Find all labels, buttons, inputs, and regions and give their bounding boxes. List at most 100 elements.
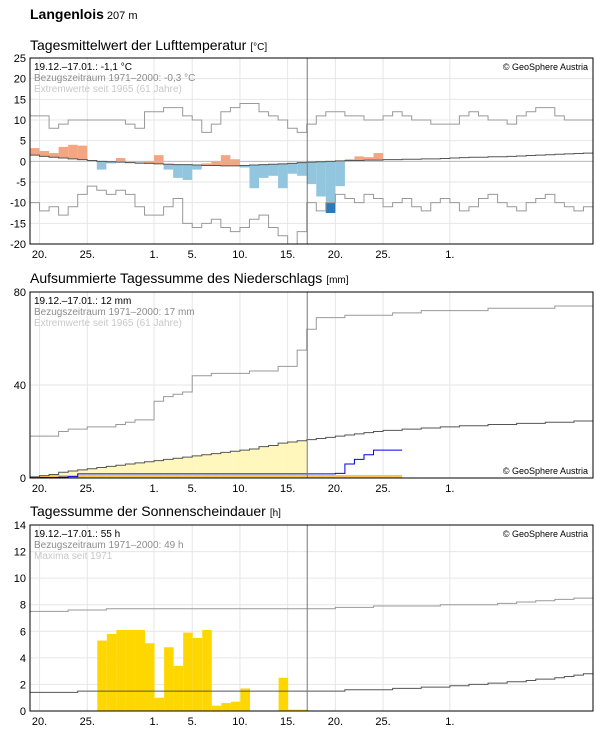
temperature-anomaly-bar (344, 159, 355, 161)
x-tick-label: 10. (232, 249, 247, 261)
x-tick-label: 20. (328, 249, 343, 261)
chart-panel-1: Tagesmittelwert der Lufttemperatur [°C] 25… (10, 37, 594, 261)
precip-deficit-bar (58, 475, 69, 478)
x-tick-label: 15. (280, 716, 295, 728)
temperature-anomaly-bar (201, 163, 212, 166)
temperature-anomaly-bar (297, 162, 307, 176)
precip-deficit-bar (297, 475, 307, 478)
summary-text: 19.12.–17.01.: -1,1 °C (34, 62, 132, 73)
precip-deficit-bar (87, 475, 97, 478)
x-tick-label: 20. (32, 249, 47, 261)
precip-deficit-bar (383, 475, 393, 478)
y-tick-label: 12 (14, 547, 26, 559)
x-tick-label: 1. (445, 483, 454, 495)
y-tick-label: 6 (20, 626, 26, 638)
precip-climate-area (259, 446, 269, 478)
x-tick-label: 25. (375, 249, 390, 261)
precip-climate-area (230, 451, 240, 478)
chart-title: Tagessumme der Sonnenscheindauer [h] (30, 503, 281, 519)
precip-max-line (30, 305, 593, 437)
sunshine-bar (135, 629, 146, 711)
sunshine-bar (106, 633, 117, 711)
precip-climate-area (201, 454, 212, 478)
temperature-anomaly-bar (306, 162, 317, 185)
sunshine-bar (183, 632, 193, 711)
sunshine-bar (164, 647, 174, 711)
temperature-anomaly-bar (144, 161, 155, 164)
temperature-anomaly-bar (49, 153, 59, 158)
sunshine-bar (173, 665, 184, 711)
x-tick-label: 15. (280, 483, 295, 495)
sunshine-bar (116, 629, 126, 711)
temperature-anomaly-bar (220, 155, 231, 166)
y-tick-label: 10 (14, 573, 26, 585)
x-tick-label: 5. (188, 716, 197, 728)
temperature-extreme-bar (325, 202, 336, 213)
precip-climate-area (220, 452, 231, 478)
precip-climate-area (144, 461, 155, 478)
sunshine-bar (154, 697, 165, 711)
precip-deficit-bar (249, 475, 260, 478)
precip-deficit-bar (211, 475, 221, 478)
y-tick-label: 10 (14, 115, 26, 127)
precip-deficit-bar (154, 475, 164, 478)
y-tick-label: -10 (10, 198, 26, 210)
x-tick-label: 20. (32, 716, 47, 728)
precip-climate-area (278, 443, 288, 478)
extremes-text: Maxima seit 1971 (34, 551, 113, 562)
plot-frame (29, 57, 594, 245)
sunshine-max-line (30, 597, 593, 612)
temperature-mean-line (30, 152, 593, 167)
y-tick-label: 0 (20, 706, 26, 718)
sunshine-bar (97, 640, 107, 711)
temperature-anomaly-bar (115, 158, 126, 163)
x-tick-label: 25. (80, 249, 95, 261)
y-tick-label: -5 (16, 177, 26, 189)
precip-deficit-bar (134, 475, 145, 478)
temperature-anomaly-bar (96, 161, 107, 170)
precip-deficit-bar (96, 475, 107, 478)
y-tick-label: 8 (20, 600, 26, 612)
chart-unit: [mm] (326, 275, 348, 286)
sunshine-bar (288, 709, 298, 711)
precip-deficit-bar (335, 475, 345, 478)
x-tick-label: 5. (188, 483, 197, 495)
x-tick-label: 1. (445, 249, 454, 261)
y-tick-label: 15 (14, 94, 26, 106)
sunshine-bar (145, 643, 155, 711)
chart-panel-2: Aufsummierte Tagessumme des Niederschlag… (14, 270, 594, 495)
temperature-anomaly-bar (211, 161, 221, 166)
temperature-anomaly-bar (316, 161, 326, 197)
x-tick-label: 25. (80, 716, 95, 728)
temperature-anomaly-bar (163, 164, 174, 170)
precip-deficit-bar (49, 475, 59, 478)
precip-observed-line (30, 449, 403, 479)
x-tick-label: 10. (232, 716, 247, 728)
sunshine-bar (125, 629, 136, 711)
credit-text: © GeoSphere Austria (503, 62, 588, 72)
temperature-anomaly-bar (77, 145, 88, 160)
temperature-anomaly-bar (125, 161, 135, 163)
sunshine-bar (230, 701, 241, 711)
precip-deficit-bar (115, 475, 126, 478)
precip-deficit-bar (239, 475, 250, 478)
precip-deficit-bar (344, 475, 355, 478)
x-tick-label: 1. (149, 249, 158, 261)
precip-climate-area (96, 467, 107, 478)
x-tick-label: 20. (32, 483, 47, 495)
station-name: Langenlois (30, 6, 104, 22)
temperature-anomaly-bar (230, 159, 240, 166)
plot-frame (29, 524, 594, 712)
precip-climate-area (154, 460, 164, 478)
precip-deficit-bar (287, 475, 298, 478)
temperature-anomaly-bar (68, 144, 78, 159)
temperature-anomaly-bar (354, 156, 364, 161)
precip-climate-area (106, 466, 116, 478)
precip-deficit-bar (268, 475, 279, 478)
temperature-anomaly-bar (335, 160, 345, 187)
precip-climate-area (287, 441, 298, 478)
temperature-anomaly-bar (39, 151, 50, 157)
precip-deficit-bar (325, 475, 336, 478)
y-tick-label: 4 (20, 653, 26, 665)
